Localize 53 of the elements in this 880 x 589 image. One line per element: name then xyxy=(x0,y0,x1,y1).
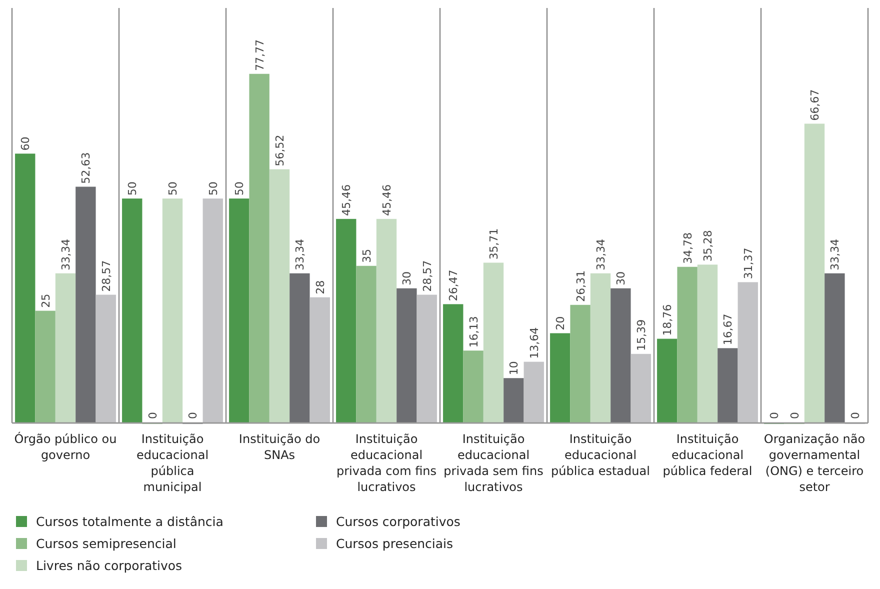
data-label: 33,34 xyxy=(828,238,842,270)
data-label: 28 xyxy=(314,280,327,294)
data-label: 66,67 xyxy=(808,89,822,121)
data-label: 33,34 xyxy=(294,238,307,270)
data-label: 33,34 xyxy=(60,238,72,270)
data-label: 56,52 xyxy=(274,134,286,166)
data-label: 33,34 xyxy=(594,238,608,270)
data-label: 50 xyxy=(206,182,220,196)
data-label: 26,47 xyxy=(447,270,460,302)
data-label: 30 xyxy=(614,271,628,286)
x-tick-label: Instituição educacional privada sem fins lucrativos xyxy=(444,432,544,494)
data-label: 0 xyxy=(146,412,160,419)
x-tick-label: Instituição educacional pública estadual xyxy=(551,432,650,478)
data-label: 28,57 xyxy=(100,260,113,292)
data-label: 77,77 xyxy=(253,39,266,71)
legend-label: Cursos semipresencial xyxy=(36,536,176,551)
data-label: 60 xyxy=(19,136,32,151)
data-label: 35 xyxy=(360,248,374,263)
data-label: 25 xyxy=(39,294,52,308)
legend-label: Cursos corporativos xyxy=(336,514,460,529)
data-label: 30 xyxy=(400,271,414,286)
data-label: 13,64 xyxy=(528,327,541,359)
data-label: 50 xyxy=(166,182,180,196)
data-label: 50 xyxy=(126,182,140,196)
x-tick-label: Instituição educacional pública federal xyxy=(662,432,752,478)
data-label: 50 xyxy=(233,182,246,196)
data-label: 0 xyxy=(768,412,782,419)
data-label: 18,76 xyxy=(661,304,674,336)
data-label: 16,13 xyxy=(467,316,480,348)
data-label: 20 xyxy=(554,316,568,330)
x-tick-label: Instituição educacional pública municipal xyxy=(136,432,209,494)
x-tick-label: Instituição educacional privada com fins lucrativos xyxy=(336,432,436,494)
x-tick-label: Órgão público ou governo xyxy=(14,431,117,462)
data-label: 16,67 xyxy=(722,314,735,346)
legend-label: Cursos totalmente a distância xyxy=(36,514,224,529)
data-label: 0 xyxy=(848,412,862,419)
data-label: 45,46 xyxy=(380,184,394,216)
data-label: 10 xyxy=(508,361,521,376)
data-label: 15,39 xyxy=(634,319,648,351)
data-label: 35,28 xyxy=(702,230,714,262)
data-label: 52,63 xyxy=(80,152,93,184)
data-label: 34,78 xyxy=(681,232,694,264)
data-label: 35,71 xyxy=(488,228,500,260)
x-tick-label: Instituição do SNAs xyxy=(238,432,320,462)
data-label: 31,37 xyxy=(742,248,755,280)
data-label: 45,46 xyxy=(340,184,354,216)
legend-label: Cursos presenciais xyxy=(336,536,454,551)
data-label: 0 xyxy=(186,412,200,419)
data-label: 26,31 xyxy=(574,270,588,302)
x-tick-label: Organização não governamental (ONG) e terceiro setor xyxy=(764,432,866,494)
data-label: 28,57 xyxy=(420,260,434,292)
data-label: 0 xyxy=(788,412,802,419)
legend-label: Livres não corporativos xyxy=(36,558,182,573)
